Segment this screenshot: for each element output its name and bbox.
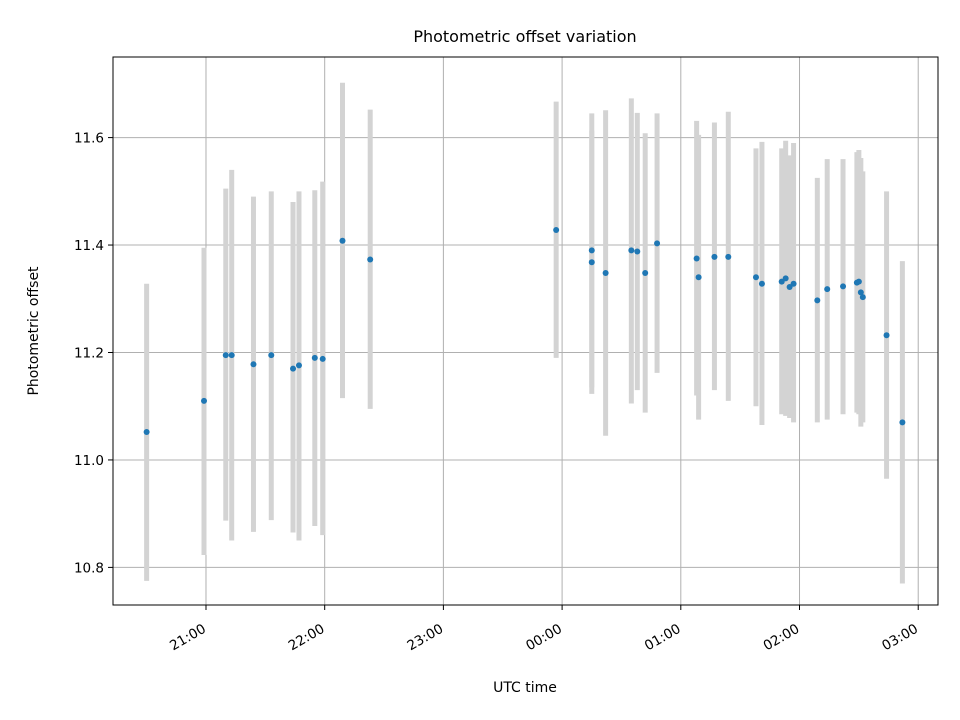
data-point [268, 352, 275, 359]
y-tick-label: 11.4 [74, 238, 104, 254]
data-point [693, 255, 700, 262]
y-axis-label: Photometric offset [26, 266, 42, 396]
data-point [588, 259, 595, 266]
data-point [855, 278, 862, 285]
data-point [143, 429, 150, 436]
data-point [758, 280, 765, 287]
y-tick-label: 11.0 [74, 453, 104, 469]
data-point [339, 237, 346, 244]
data-point [782, 275, 789, 282]
y-axis-ticks: 10.8 11.0 11.2 11.4 11.6 [74, 131, 113, 576]
data-point [899, 419, 906, 426]
data-point [290, 365, 297, 372]
data-point [859, 294, 866, 301]
data-point [840, 283, 847, 290]
data-point [228, 352, 235, 359]
data-point [642, 269, 649, 276]
data-point [222, 352, 229, 359]
y-tick-label: 11.6 [74, 131, 104, 147]
data-point [588, 247, 595, 254]
data-point [814, 297, 821, 304]
chart-title: Photometric offset variation [413, 27, 636, 46]
data-point [857, 289, 864, 296]
data-point [311, 354, 318, 361]
data-point [201, 397, 208, 404]
data-point [634, 248, 641, 255]
data-point [883, 332, 890, 339]
y-tick-label: 11.2 [74, 345, 104, 361]
data-point [250, 361, 257, 368]
data-point [786, 283, 793, 290]
data-point [695, 274, 702, 281]
data-points [143, 226, 906, 436]
data-point [295, 362, 302, 369]
data-point [711, 253, 718, 260]
data-point [725, 253, 732, 260]
data-point [367, 256, 374, 263]
data-point [824, 286, 831, 293]
data-point [628, 247, 635, 254]
data-point [319, 355, 326, 362]
data-point [778, 278, 785, 285]
data-point [790, 280, 797, 287]
data-point [553, 226, 560, 233]
data-point [602, 269, 609, 276]
data-point [752, 274, 759, 281]
plot-frame [112, 56, 939, 606]
y-tick-label: 10.8 [74, 560, 104, 576]
x-axis-label: UTC time [493, 680, 557, 696]
data-point [654, 240, 661, 247]
